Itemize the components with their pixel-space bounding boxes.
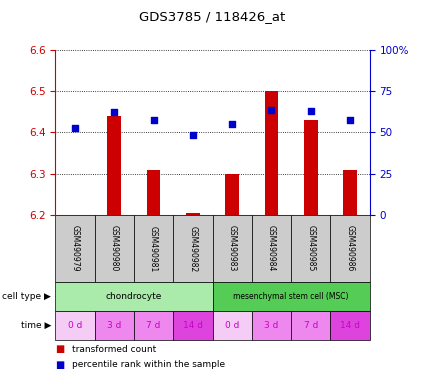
Text: 7 d: 7 d bbox=[303, 321, 318, 330]
Text: GSM490981: GSM490981 bbox=[149, 225, 158, 272]
Text: ■: ■ bbox=[55, 344, 65, 354]
Text: 0 d: 0 d bbox=[68, 321, 82, 330]
Point bbox=[229, 121, 235, 127]
Point bbox=[268, 107, 275, 113]
Point bbox=[111, 109, 118, 115]
Text: percentile rank within the sample: percentile rank within the sample bbox=[72, 360, 225, 369]
Text: cell type ▶: cell type ▶ bbox=[2, 292, 51, 301]
Text: 3 d: 3 d bbox=[107, 321, 122, 330]
Text: GSM490982: GSM490982 bbox=[188, 225, 197, 272]
Text: GDS3785 / 118426_at: GDS3785 / 118426_at bbox=[139, 10, 286, 23]
Bar bbox=[147, 170, 160, 215]
Point bbox=[307, 108, 314, 114]
Bar bbox=[304, 120, 317, 215]
Text: 7 d: 7 d bbox=[146, 321, 161, 330]
Text: transformed count: transformed count bbox=[72, 345, 156, 354]
Text: 14 d: 14 d bbox=[340, 321, 360, 330]
Text: GSM490984: GSM490984 bbox=[267, 225, 276, 272]
Text: 3 d: 3 d bbox=[264, 321, 279, 330]
Bar bbox=[265, 91, 278, 215]
Point bbox=[71, 125, 78, 131]
Bar bbox=[186, 213, 200, 215]
Bar bbox=[225, 174, 239, 215]
Point bbox=[190, 131, 196, 137]
Point bbox=[347, 117, 354, 123]
Text: time ▶: time ▶ bbox=[21, 321, 51, 330]
Text: 14 d: 14 d bbox=[183, 321, 203, 330]
Text: GSM490979: GSM490979 bbox=[71, 225, 79, 272]
Text: ■: ■ bbox=[55, 360, 65, 370]
Point bbox=[150, 117, 157, 123]
Text: GSM490985: GSM490985 bbox=[306, 225, 315, 272]
Text: mesenchymal stem cell (MSC): mesenchymal stem cell (MSC) bbox=[233, 292, 349, 301]
Text: chondrocyte: chondrocyte bbox=[106, 292, 162, 301]
Bar bbox=[108, 116, 121, 215]
Bar bbox=[343, 170, 357, 215]
Text: 0 d: 0 d bbox=[225, 321, 239, 330]
Text: GSM490983: GSM490983 bbox=[228, 225, 237, 272]
Text: GSM490980: GSM490980 bbox=[110, 225, 119, 272]
Text: GSM490986: GSM490986 bbox=[346, 225, 354, 272]
